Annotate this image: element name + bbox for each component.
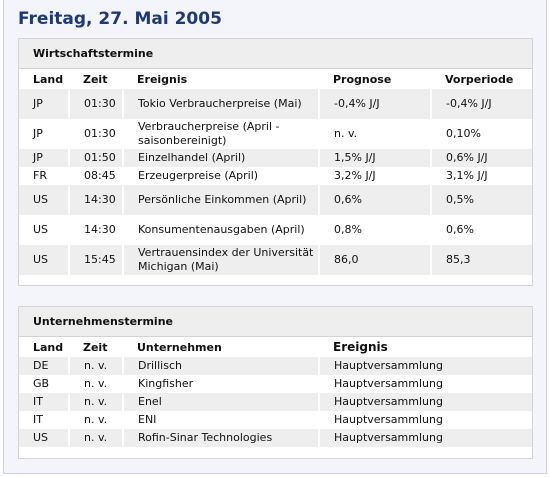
cell: Hauptversammlung [318, 411, 532, 429]
cell: -0,4% J/J [318, 89, 431, 119]
data-row: JP 01:30 Tokio Verbraucherpreise (Mai) -0,4… [19, 89, 532, 119]
cell: Hauptversammlung [318, 429, 532, 447]
cell: -0,4% J/J [430, 89, 532, 119]
cell: n. v. [68, 429, 123, 447]
cell: US [19, 245, 69, 275]
cell: Einzelhandel (April) [122, 149, 319, 167]
data-row: GB n. v. Kingfisher Hauptversammlung [19, 375, 532, 393]
cell: IT [19, 393, 69, 411]
cell: GB [33, 377, 50, 390]
cell: 3,1% J/J [430, 167, 532, 185]
cell: US [19, 429, 69, 447]
cell: JP [19, 149, 69, 167]
column-header: Unternehmen [123, 337, 319, 357]
page-title: Freitag, 27. Mai 2005 [18, 9, 222, 29]
company-section: Unternehmenstermine Land Zeit Unternehmen Er… [18, 306, 533, 459]
cell: Drillisch [122, 357, 319, 375]
data-row: JP 01:30 Verbraucherpreise (April - saison… [19, 119, 532, 149]
cell: IT [33, 413, 43, 426]
cell: DE [19, 357, 69, 375]
cell: Hauptversammlung [318, 357, 532, 375]
data-row: US 14:30 Konsumentenausgaben (April) 0,8% 0,… [19, 215, 532, 245]
column-header: Prognose [319, 69, 431, 89]
column-header: Ereignis [319, 337, 532, 357]
cell: JP [33, 127, 43, 140]
cell: Persönliche Einkommen (April) [122, 185, 319, 215]
cell: JP [19, 89, 69, 119]
data-row: US 14:30 Persönliche Einkommen (April) 0,6%… [19, 185, 532, 215]
cell: Tokio Verbraucherpreise (Mai) [122, 89, 319, 119]
cell: n. v. [68, 375, 123, 393]
cell: Hauptversammlung [318, 393, 532, 411]
header-row: Land Zeit Ereignis Prognose Vorperiode [19, 69, 532, 89]
cell: US [19, 185, 69, 215]
column-header: Vorperiode [431, 69, 532, 89]
cell: n. v. [68, 393, 123, 411]
cell: 85,3 [430, 245, 532, 275]
cell: 01:30 [68, 119, 123, 149]
cell: Erzeugerpreise (April) [122, 167, 319, 185]
cell: 3,2% J/J [318, 167, 431, 185]
data-row: US n. v. Rofin-Sinar Technologies Hauptvers… [19, 429, 532, 447]
cell: Konsumentenausgaben (April) [122, 215, 319, 245]
cell: Kingfisher [122, 375, 319, 393]
table: Land Zeit Ereignis Prognose Vorperiode JP 01:3… [19, 69, 532, 275]
data-row: IT n. v. Enel Hauptversammlung [19, 393, 532, 411]
column-header: Ereignis [123, 69, 319, 89]
column-header: Land [19, 69, 69, 89]
cell: 0,6% J/J [430, 149, 532, 167]
cell: 0,5% [430, 185, 532, 215]
cell: Hauptversammlung [318, 375, 532, 393]
data-row: US 15:45 Vertrauensindex der Universität M… [19, 245, 532, 275]
cell: Enel [122, 393, 319, 411]
header-row: Land Zeit Unternehmen Ereignis [19, 337, 532, 357]
cell: 14:30 [68, 215, 123, 245]
cell: 01:50 [68, 149, 123, 167]
column-header: Land [19, 337, 69, 357]
cell: 0,6% [318, 185, 431, 215]
data-row: FR 08:45 Erzeugerpreise (April) 3,2% J/J 3,1… [19, 167, 532, 185]
cell: Rofin-Sinar Technologies [122, 429, 319, 447]
data-row: JP 01:50 Einzelhandel (April) 1,5% J/J 0,6% … [19, 149, 532, 167]
data-row: DE n. v. Drillisch Hauptversammlung [19, 357, 532, 375]
cell: FR [33, 169, 47, 182]
cell: 86,0 [318, 245, 431, 275]
section-title: Wirtschaftstermine [19, 39, 532, 69]
cell: n. v. [318, 119, 431, 149]
table: Land Zeit Unternehmen Ereignis DE n. v. Drilli… [19, 337, 532, 447]
cell: Vertrauensindex der Universität Michigan… [122, 245, 319, 275]
data-row: IT n. v. ENI Hauptversammlung [19, 411, 532, 429]
economic-section: Wirtschaftstermine Land Zeit Ereignis Progno… [18, 38, 533, 286]
cell: 15:45 [68, 245, 123, 275]
cell: US [33, 223, 49, 236]
cell: n. v. [68, 357, 123, 375]
cell: 01:30 [68, 89, 123, 119]
cell: n. v. [68, 411, 123, 429]
cell: 1,5% J/J [318, 149, 431, 167]
cell: 08:45 [68, 167, 123, 185]
cell: 0,8% [318, 215, 431, 245]
cell: 0,6% [430, 215, 532, 245]
cell: ENI [122, 411, 319, 429]
section-title: Unternehmenstermine [19, 307, 532, 337]
cell: 0,10% [430, 119, 532, 149]
column-header: Zeit [69, 69, 123, 89]
cell: 14:30 [68, 185, 123, 215]
cell: Verbraucherpreise (April - saisonbereini… [122, 119, 319, 149]
column-header: Zeit [69, 337, 123, 357]
